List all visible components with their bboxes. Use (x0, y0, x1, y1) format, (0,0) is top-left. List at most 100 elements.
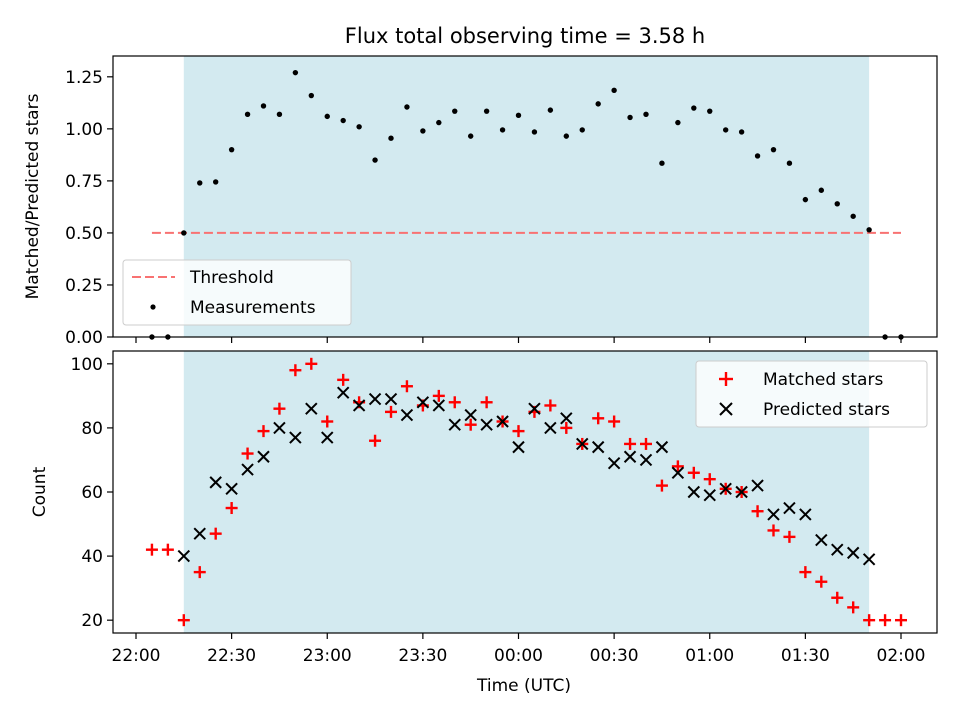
legend-matched-label: Matched stars (763, 370, 883, 390)
measurement-point (356, 124, 362, 130)
measurement-point (850, 213, 856, 219)
matched-star-point (480, 396, 493, 409)
matched-star-point (400, 380, 413, 393)
measurement-point (292, 69, 299, 76)
xtick-label: 02:00 (877, 646, 926, 666)
measurement-point (260, 103, 267, 109)
xtick-label: 00:00 (494, 646, 543, 666)
measurement-point (722, 127, 729, 133)
predicted-star-point (639, 453, 653, 467)
predicted-star-point (257, 450, 270, 463)
bottom-y-ticks: 20 40 60 80 100 (71, 355, 113, 631)
xtick-label: 22:30 (207, 646, 256, 666)
xtick-label: 01:00 (685, 646, 734, 666)
predicted-star-point (352, 399, 366, 412)
predicted-star-point (655, 440, 669, 454)
predicted-star-point (831, 543, 844, 556)
measurement-point (420, 128, 426, 134)
matched-star-point (783, 530, 796, 543)
bottom-x-ticks: 22:00 22:30 23:00 23:30 00:00 00:30 01:00 01:30… (112, 633, 926, 666)
predicted-star-point (241, 463, 254, 476)
measurement-point (707, 108, 713, 114)
matched-star-point (592, 412, 605, 425)
predicted-star-point (225, 482, 238, 496)
top-ytick-label: 0.75 (65, 172, 103, 192)
matched-star-point (337, 373, 350, 386)
predicted-star-point (512, 440, 525, 454)
predicted-stars-points (177, 386, 876, 566)
matched-star-point (321, 415, 334, 428)
measurement-point (467, 133, 474, 139)
top-ytick-label: 0.00 (65, 328, 103, 348)
measurement-point (531, 129, 538, 135)
predicted-star-point (384, 392, 398, 406)
matched-star-point (209, 527, 222, 540)
measurement-point (372, 157, 378, 163)
matched-star-point (863, 614, 876, 627)
matched-star-point (751, 505, 764, 518)
x-axis-label: Time (UTC) (476, 676, 571, 696)
predicted-star-point (783, 501, 796, 515)
top-y-axis-label: Matched/Predicted stars (23, 93, 43, 299)
legend-predicted-swatch (719, 402, 733, 416)
xtick-label: 23:30 (398, 646, 447, 666)
matched-star-point (560, 421, 573, 434)
top-y-ticks: 0.00 0.25 0.50 0.75 1.00 1.25 (65, 68, 113, 348)
measurement-point (499, 127, 506, 133)
xtick-label: 23:00 (303, 646, 352, 666)
measurement-point (324, 113, 330, 120)
measurement-point (818, 187, 825, 193)
predicted-star-point (544, 421, 557, 435)
matched-star-point (464, 418, 477, 431)
bottom-ytick-label: 100 (71, 355, 103, 375)
measurement-point (627, 114, 633, 121)
matched-star-point (369, 434, 382, 447)
top-ytick-label: 1.00 (65, 120, 103, 140)
matched-star-point (544, 399, 557, 412)
predicted-star-point (336, 386, 350, 399)
predicted-star-point (799, 508, 812, 521)
matched-star-point (767, 524, 780, 537)
predicted-star-point (480, 418, 493, 431)
xtick-label: 22:00 (112, 646, 161, 666)
predicted-star-point (464, 408, 477, 422)
top-panel: 0.00 0.25 0.50 0.75 1.00 1.25 Matched/Predict… (23, 55, 938, 348)
measurement-point (452, 108, 458, 114)
measurement-point (659, 160, 665, 166)
measurement-point (834, 201, 840, 207)
bottom-y-axis-label: Count (30, 466, 50, 517)
measurement-point (770, 146, 777, 153)
measurement-point (738, 129, 745, 135)
measurement-points (149, 69, 904, 340)
measurement-point (579, 127, 585, 133)
measurement-point (212, 179, 219, 185)
bottom-legend: Matched stars Predicted stars (695, 360, 928, 428)
matched-star-point (608, 415, 621, 428)
xtick-label: 01:30 (781, 646, 830, 666)
predicted-star-point (209, 476, 222, 489)
bottom-panel: 20 40 60 80 100 22:00 22:30 23:00 23:30 00:00 00:… (30, 350, 938, 696)
top-axes-frame (112, 55, 938, 338)
bottom-axes-frame (112, 350, 938, 634)
predicted-star-point (177, 549, 191, 563)
matched-star-point (305, 357, 318, 370)
legend-matched-swatch (719, 372, 733, 386)
predicted-star-point (496, 415, 509, 428)
matched-star-point (145, 543, 158, 556)
predicted-star-point (735, 485, 748, 499)
matched-stars-points (145, 357, 907, 627)
measurement-point (691, 105, 697, 111)
top-legend-box (122, 259, 352, 326)
matched-star-point (671, 460, 684, 473)
measurement-point (611, 87, 617, 94)
measurement-point (643, 111, 649, 117)
predicted-star-point (528, 402, 541, 415)
measurement-point (308, 92, 315, 99)
measurement-point (181, 230, 187, 236)
matched-star-point (432, 389, 445, 402)
bottom-legend-box (695, 360, 928, 428)
predicted-star-point (289, 431, 302, 444)
measurement-point (404, 104, 410, 110)
predicted-star-point (305, 402, 318, 415)
measurement-point (547, 107, 554, 113)
